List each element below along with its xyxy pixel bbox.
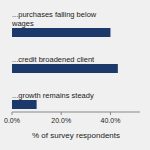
x-axis-line xyxy=(12,112,140,113)
x-tick-label: 0.0% xyxy=(4,117,20,124)
category-label-line: wages xyxy=(11,19,34,28)
x-tick-label: 40.0% xyxy=(101,117,121,124)
bar xyxy=(12,100,37,109)
x-tick xyxy=(110,112,111,115)
bar xyxy=(12,28,110,37)
category-label: ...purchases falling belowwages xyxy=(11,10,97,28)
bars xyxy=(12,28,118,109)
category-label-line: ...purchases falling below xyxy=(12,10,97,19)
bar xyxy=(12,64,118,73)
chart: ...growth remains steady ...credit broade… xyxy=(0,0,150,150)
category-label-line: ...credit broadened client xyxy=(12,55,95,64)
category-label-line: ...growth remains steady xyxy=(12,91,94,100)
x-axis-label: % of survey respondents xyxy=(32,131,120,140)
x-tick xyxy=(61,112,62,115)
category-labels: ...growth remains steady ...credit broade… xyxy=(11,10,97,100)
chart-container: ...growth remains steady ...credit broade… xyxy=(0,0,150,150)
category-label: ...growth remains steady xyxy=(12,91,94,100)
x-tick-label: 20.0% xyxy=(51,117,71,124)
x-tick xyxy=(12,112,13,115)
category-label: ...credit broadened client xyxy=(12,55,95,64)
x-axis: 0.0% 20.0% 40.0% xyxy=(4,112,140,124)
